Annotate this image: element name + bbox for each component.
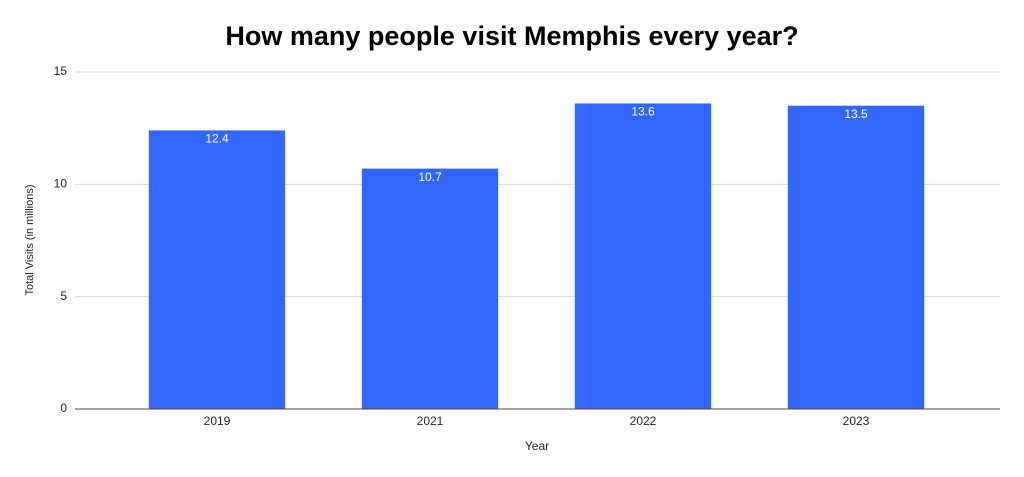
bar [574, 103, 712, 409]
data-label: 13.5 [844, 107, 868, 121]
y-axis-label: Total Visits (in millions) [24, 184, 36, 295]
x-axis-label: Year [525, 439, 549, 453]
x-tick-label: 2019 [204, 414, 231, 428]
y-tick-label: 0 [60, 401, 67, 415]
x-tick-label: 2021 [417, 414, 444, 428]
bar [148, 130, 286, 409]
data-label: 10.7 [418, 170, 442, 184]
x-tick-label: 2022 [630, 414, 657, 428]
y-tick-label: 10 [54, 177, 68, 191]
chart-title: How many people visit Memphis every year… [225, 21, 798, 51]
bar [361, 168, 499, 409]
bar [787, 105, 925, 409]
y-tick-label: 5 [60, 289, 67, 303]
y-tick-label: 15 [54, 64, 68, 78]
data-label: 13.6 [631, 105, 655, 119]
x-tick-label: 2023 [843, 414, 870, 428]
data-label: 12.4 [205, 132, 229, 146]
